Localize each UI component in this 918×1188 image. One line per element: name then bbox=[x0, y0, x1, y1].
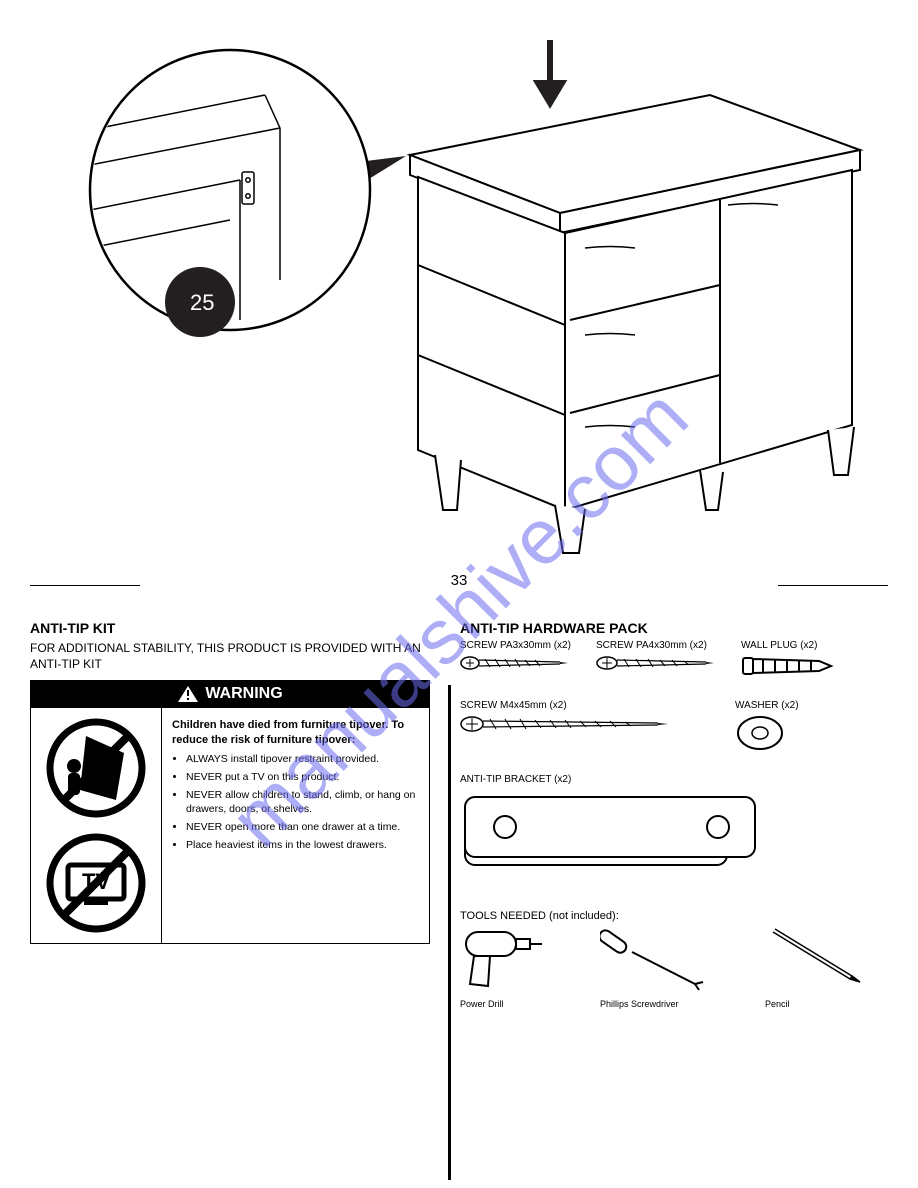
screwdriver-icon bbox=[600, 924, 710, 994]
hw-label: SCREW PA3x30mm (x2) bbox=[460, 640, 571, 651]
divider-left bbox=[30, 585, 140, 586]
page-divider-row: 33 bbox=[0, 565, 918, 605]
tool-label: Power Drill bbox=[460, 999, 545, 1009]
bracket-icon bbox=[460, 787, 760, 877]
step-number-label: 25 bbox=[190, 290, 214, 316]
warning-bullet: Place heaviest items in the lowest drawe… bbox=[186, 838, 419, 853]
warning-icons-column: TV bbox=[31, 708, 162, 943]
tool-label: Pencil bbox=[765, 999, 865, 1009]
warning-text-column: Children have died from furniture tipove… bbox=[162, 708, 429, 943]
tools-heading: TOOLS NEEDED (not included): bbox=[460, 910, 888, 922]
warning-bullet: NEVER put a TV on this product. bbox=[186, 770, 419, 785]
warning-bullet: NEVER allow children to stand, climb, or… bbox=[186, 788, 419, 817]
warning-word: WARNING bbox=[205, 686, 282, 703]
screw-small-icon bbox=[460, 653, 570, 673]
drill-icon bbox=[460, 924, 545, 994]
hardware-pack-section: ANTI-TIP HARDWARE PACK SCREW PA3x30mm (x… bbox=[460, 620, 888, 1027]
wall-plug-icon bbox=[741, 653, 836, 679]
hw-label: SCREW PA4x30mm (x2) bbox=[596, 640, 716, 651]
warning-header: WARNING bbox=[31, 681, 429, 707]
warning-bullet: NEVER open more than one drawer at a tim… bbox=[186, 820, 419, 835]
antitip-heading: ANTI-TIP KIT bbox=[30, 620, 430, 636]
screw-long-icon bbox=[460, 713, 670, 735]
warning-triangle-icon bbox=[177, 685, 199, 703]
tipover-hazard-icon bbox=[46, 718, 146, 818]
tool-label: Phillips Screwdriver bbox=[600, 999, 710, 1009]
pencil-icon bbox=[765, 924, 865, 994]
tools-row: Power Drill Phillips Screwdriver bbox=[460, 924, 888, 1009]
warning-bullet: ALWAYS install tipover restraint provide… bbox=[186, 752, 419, 767]
warning-bullet-list: ALWAYS install tipover restraint provide… bbox=[172, 752, 419, 852]
page-number: 33 bbox=[451, 572, 468, 589]
warning-lead: Children have died from furniture tipove… bbox=[172, 718, 419, 749]
no-tv-icon: TV bbox=[46, 833, 146, 933]
antitip-subheading: FOR ADDITIONAL STABILITY, THIS PRODUCT I… bbox=[30, 640, 430, 672]
screw-med-icon bbox=[596, 653, 716, 673]
hardware-row-3: ANTI-TIP BRACKET (x2) bbox=[460, 774, 888, 880]
hardware-row-2: SCREW M4x45mm (x2) WASHER (x2) bbox=[460, 700, 888, 756]
dresser-svg bbox=[380, 35, 870, 555]
divider-right bbox=[778, 585, 888, 586]
washer-icon bbox=[735, 713, 785, 753]
assembly-diagram-area: 25 bbox=[0, 0, 918, 565]
anti-tip-kit-section: ANTI-TIP KIT FOR ADDITIONAL STABILITY, T… bbox=[30, 620, 430, 944]
hardware-heading: ANTI-TIP HARDWARE PACK bbox=[460, 620, 888, 636]
hw-label: SCREW M4x45mm (x2) bbox=[460, 700, 670, 711]
hw-label: ANTI-TIP BRACKET (x2) bbox=[460, 774, 760, 785]
hw-label: WASHER (x2) bbox=[735, 700, 799, 711]
hardware-row-1: SCREW PA3x30mm (x2) SCREW PA4x30mm (x2) bbox=[460, 640, 888, 682]
column-divider bbox=[448, 685, 451, 1180]
hw-label: WALL PLUG (x2) bbox=[741, 640, 836, 651]
warning-box: WARNING bbox=[30, 680, 430, 943]
